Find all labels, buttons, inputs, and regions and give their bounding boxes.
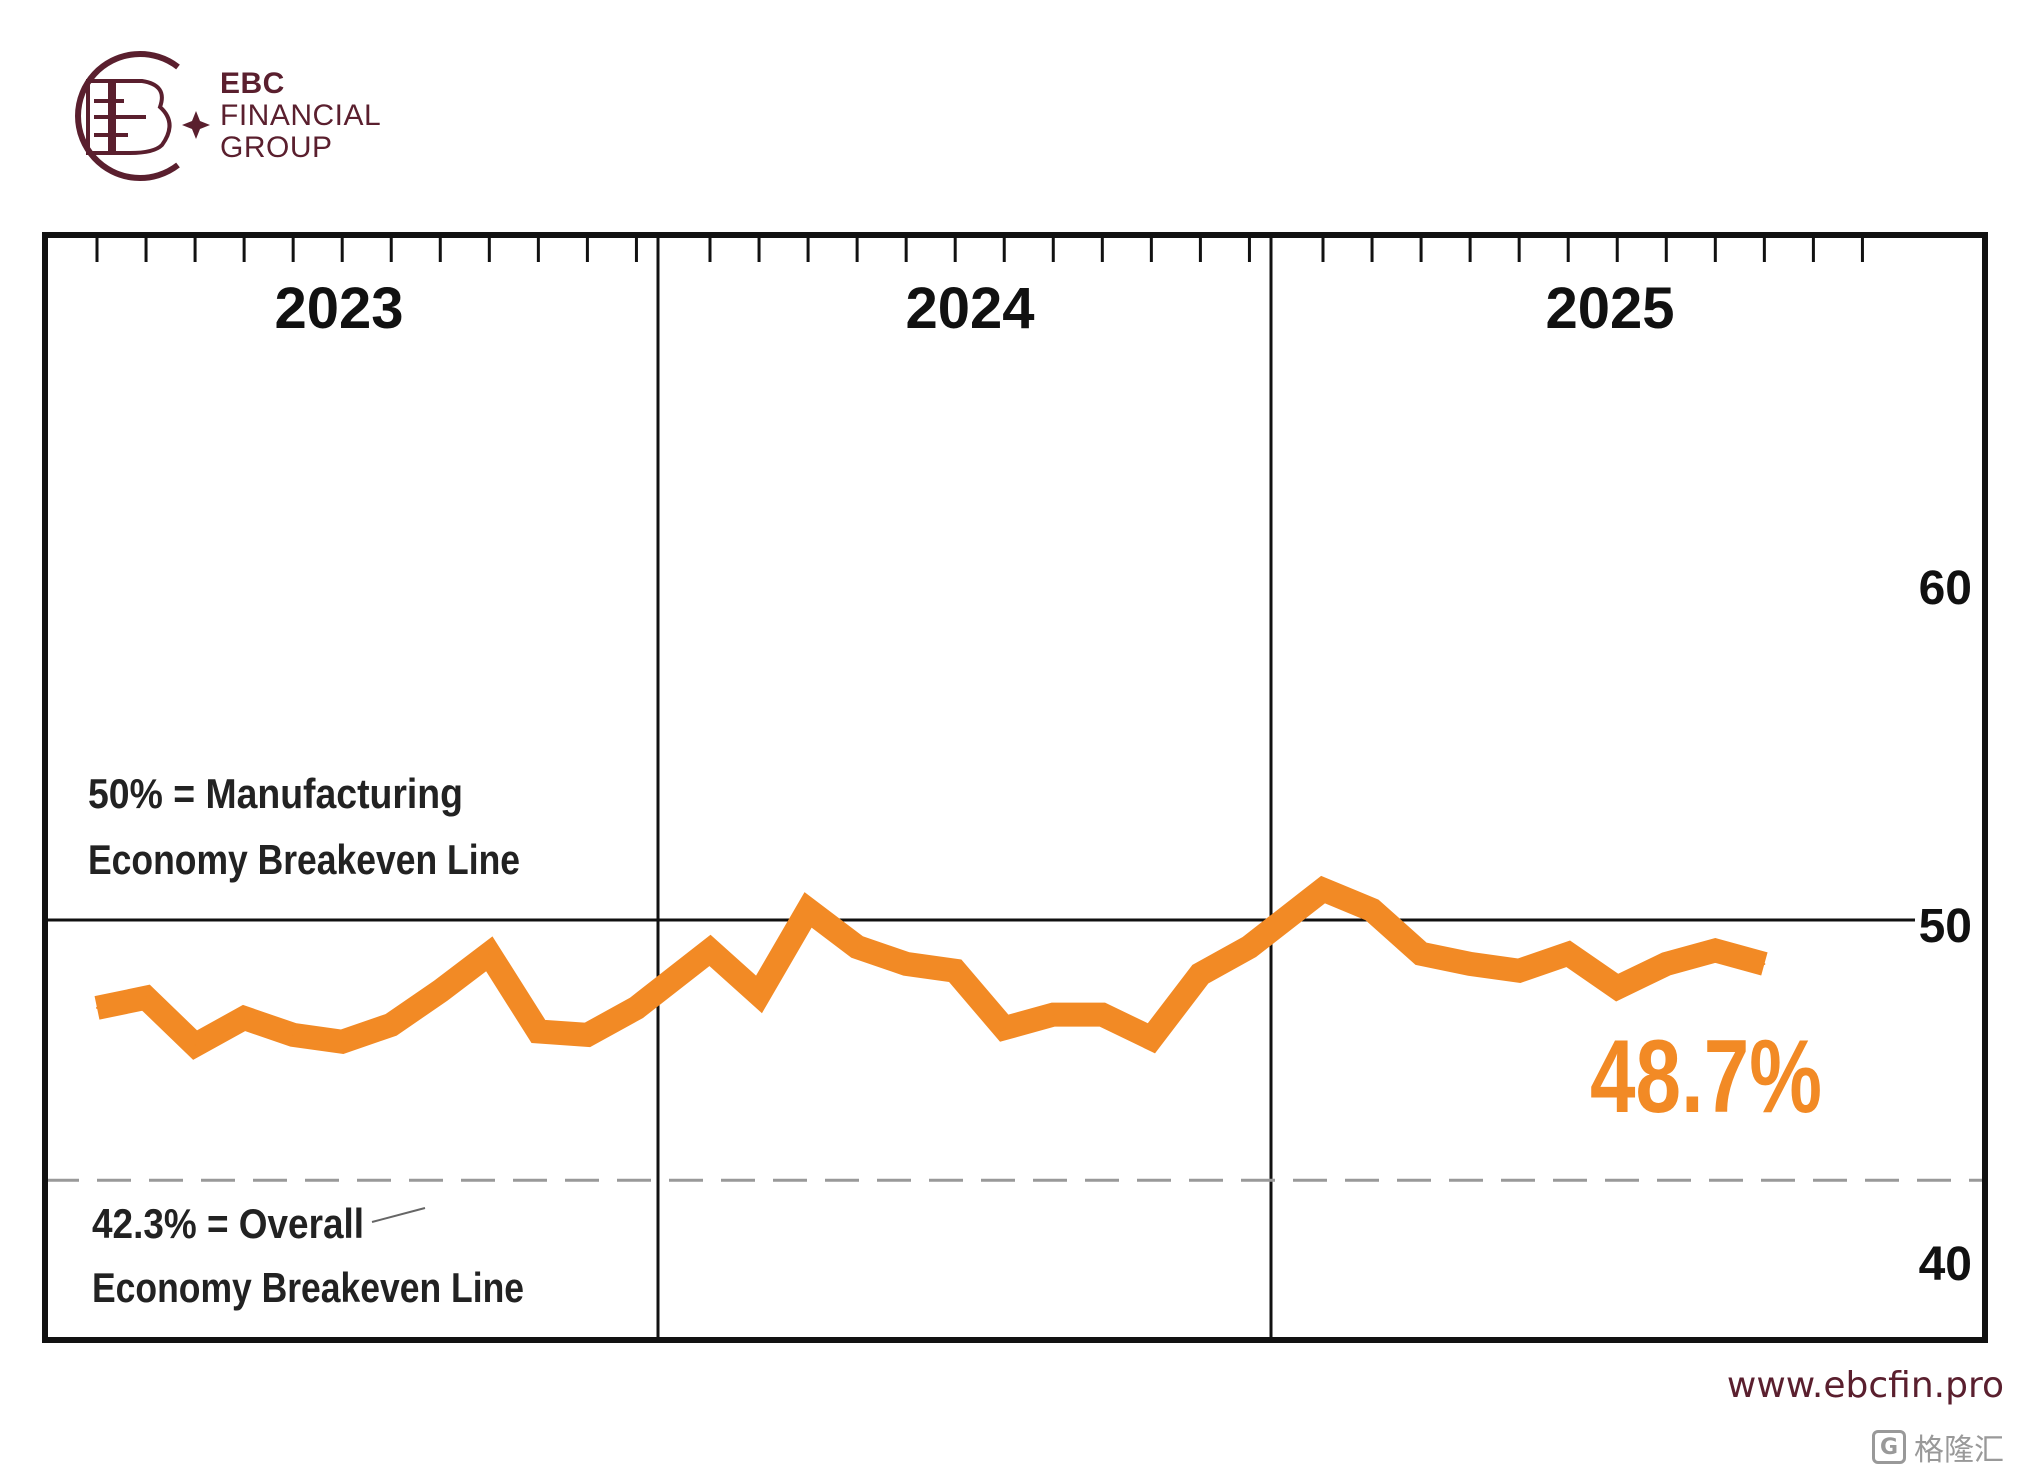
data-point bbox=[1420, 952, 1423, 955]
data-point bbox=[194, 1044, 197, 1047]
data-point bbox=[1665, 962, 1668, 965]
data-point bbox=[1322, 888, 1324, 891]
brand-name: EBC FINANCIAL GROUP bbox=[220, 68, 381, 164]
data-point bbox=[341, 1040, 344, 1043]
website-url[interactable]: www.ebcfin.pro bbox=[1726, 1365, 2004, 1406]
data-point bbox=[1371, 908, 1374, 911]
y-tick-label: 60 bbox=[1919, 562, 1972, 615]
data-point bbox=[1518, 969, 1521, 972]
data-point bbox=[1567, 952, 1570, 955]
data-point bbox=[856, 946, 859, 949]
data-point bbox=[1199, 973, 1202, 976]
data-point bbox=[390, 1023, 393, 1026]
logo-letter-b bbox=[112, 79, 172, 155]
sparkle-icon bbox=[182, 111, 210, 139]
data-point bbox=[1763, 962, 1766, 965]
manufacturing-note-line2: Economy Breakeven Line bbox=[88, 836, 520, 883]
data-point bbox=[292, 1033, 295, 1036]
year-label-2024: 2024 bbox=[905, 276, 1034, 341]
data-point bbox=[758, 993, 761, 996]
data-point bbox=[1052, 1013, 1055, 1016]
brand-line-2: FINANCIAL bbox=[220, 99, 382, 132]
watermark-text: 格隆汇 bbox=[1914, 1433, 2004, 1468]
overall-note-pointer bbox=[371, 1207, 426, 1223]
watermark: G 格隆汇 bbox=[1872, 1425, 2004, 1469]
data-point bbox=[635, 1006, 638, 1009]
month-ticks bbox=[95, 235, 1864, 262]
data-point bbox=[1248, 946, 1251, 949]
brand-line-3: GROUP bbox=[220, 131, 333, 164]
latest-value-label: 48.7% bbox=[1590, 1019, 1822, 1135]
chart-frame bbox=[42, 232, 1988, 1343]
data-point bbox=[1714, 949, 1717, 952]
data-point bbox=[145, 996, 148, 999]
logo-inner-lines bbox=[94, 99, 146, 137]
logo-circle-arc bbox=[75, 51, 180, 181]
data-point bbox=[1003, 1027, 1006, 1030]
data-point bbox=[1616, 986, 1619, 989]
brand-line-1: EBC bbox=[220, 67, 285, 100]
data-point bbox=[488, 952, 491, 955]
data-points bbox=[96, 888, 1766, 1047]
data-point bbox=[1150, 1037, 1153, 1040]
year-label-2025: 2025 bbox=[1545, 276, 1674, 341]
data-point bbox=[537, 1030, 540, 1033]
overall-note-line1: 42.3% = Overall bbox=[92, 1200, 364, 1247]
manufacturing-note-line1: 50% = Manufacturing bbox=[88, 770, 463, 817]
data-point bbox=[954, 969, 957, 972]
year-label-2023: 2023 bbox=[274, 276, 403, 341]
y-tick-label: 40 bbox=[1919, 1238, 1972, 1291]
y-tick-label: 50 bbox=[1919, 900, 1972, 953]
data-point bbox=[586, 1033, 589, 1036]
data-point bbox=[243, 1017, 246, 1020]
data-point bbox=[96, 1006, 98, 1009]
data-point bbox=[807, 908, 810, 911]
watermark-icon: G bbox=[1872, 1430, 1906, 1464]
manufacturing-pmi-line bbox=[94, 875, 1768, 1060]
data-point bbox=[905, 962, 908, 965]
y-axis-labels: 60 50 40 bbox=[1919, 562, 1972, 1291]
data-point bbox=[1469, 962, 1472, 965]
data-point bbox=[439, 989, 442, 992]
ebc-logo bbox=[75, 51, 210, 181]
overall-note-line2: Economy Breakeven Line bbox=[92, 1264, 524, 1311]
data-point bbox=[1101, 1013, 1104, 1016]
data-point bbox=[709, 949, 711, 952]
